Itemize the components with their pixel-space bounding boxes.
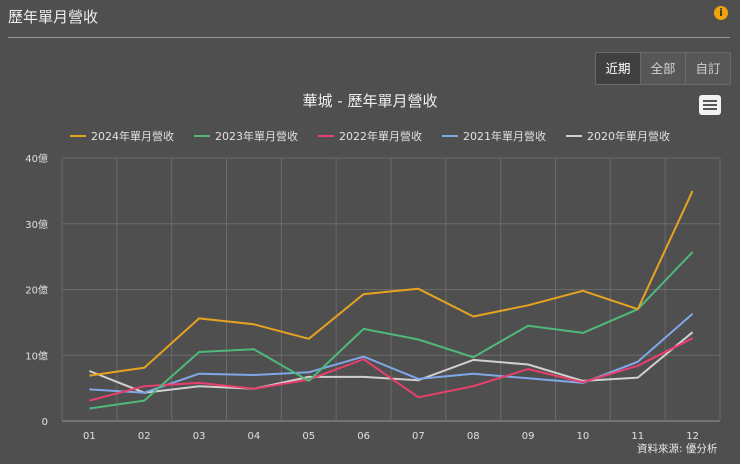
series-line-2024年單月營收 bbox=[89, 190, 694, 377]
legend-swatch bbox=[442, 135, 458, 137]
page-title: 歷年單月營收 bbox=[8, 8, 99, 26]
legend-label: 2024年單月營收 bbox=[91, 130, 174, 143]
legend-item[interactable]: 2020年單月營收 bbox=[566, 128, 670, 144]
series-line-2022年單月營收 bbox=[89, 337, 694, 402]
header-divider bbox=[8, 37, 730, 38]
legend-swatch bbox=[194, 135, 210, 137]
legend-swatch bbox=[566, 135, 582, 137]
legend-label: 2023年單月營收 bbox=[215, 130, 298, 143]
legend-label: 2020年單月營收 bbox=[587, 130, 670, 143]
y-tick-label: 0 bbox=[42, 417, 48, 428]
legend-item[interactable]: 2022年單月營收 bbox=[318, 128, 422, 144]
x-tick-label: 06 bbox=[357, 431, 370, 442]
x-tick-label: 01 bbox=[83, 431, 96, 442]
chart-menu-icon[interactable] bbox=[699, 95, 721, 115]
range-recent-button[interactable]: 近期 bbox=[596, 53, 641, 84]
chart-title: 華城 - 歷年單月營收 bbox=[302, 92, 438, 110]
x-tick-label: 10 bbox=[577, 431, 590, 442]
x-tick-label: 04 bbox=[248, 431, 261, 442]
x-tick-label: 08 bbox=[467, 431, 480, 442]
x-tick-label: 07 bbox=[412, 431, 425, 442]
range-custom-button[interactable]: 自訂 bbox=[686, 53, 730, 84]
y-tick-label: 40億 bbox=[25, 152, 48, 165]
chart-legend: 2024年單月營收 2023年單月營收 2022年單月營收 2021年單月營收 2020… bbox=[0, 128, 740, 144]
legend-swatch bbox=[70, 135, 86, 137]
source-credit: 資料來源: 優分析 bbox=[637, 443, 718, 455]
legend-label: 2022年單月營收 bbox=[339, 130, 422, 143]
x-tick-label: 02 bbox=[138, 431, 151, 442]
x-tick-label: 12 bbox=[686, 431, 699, 442]
legend-item[interactable]: 2021年單月營收 bbox=[442, 128, 546, 144]
range-all-button[interactable]: 全部 bbox=[641, 53, 686, 84]
y-tick-label: 20億 bbox=[25, 284, 48, 297]
x-tick-label: 03 bbox=[193, 431, 206, 442]
info-icon[interactable]: i bbox=[714, 6, 728, 20]
x-tick-label: 09 bbox=[522, 431, 535, 442]
legend-swatch bbox=[318, 135, 334, 137]
legend-item[interactable]: 2023年單月營收 bbox=[194, 128, 298, 144]
legend-label: 2021年單月營收 bbox=[463, 130, 546, 143]
x-tick-label: 11 bbox=[631, 431, 644, 442]
y-tick-label: 30億 bbox=[25, 218, 48, 231]
series-line-2023年單月營收 bbox=[89, 251, 694, 410]
y-tick-label: 10億 bbox=[25, 349, 48, 362]
legend-item[interactable]: 2024年單月營收 bbox=[70, 128, 174, 144]
range-selector: 近期 全部 自訂 bbox=[595, 52, 731, 85]
x-tick-label: 05 bbox=[302, 431, 315, 442]
